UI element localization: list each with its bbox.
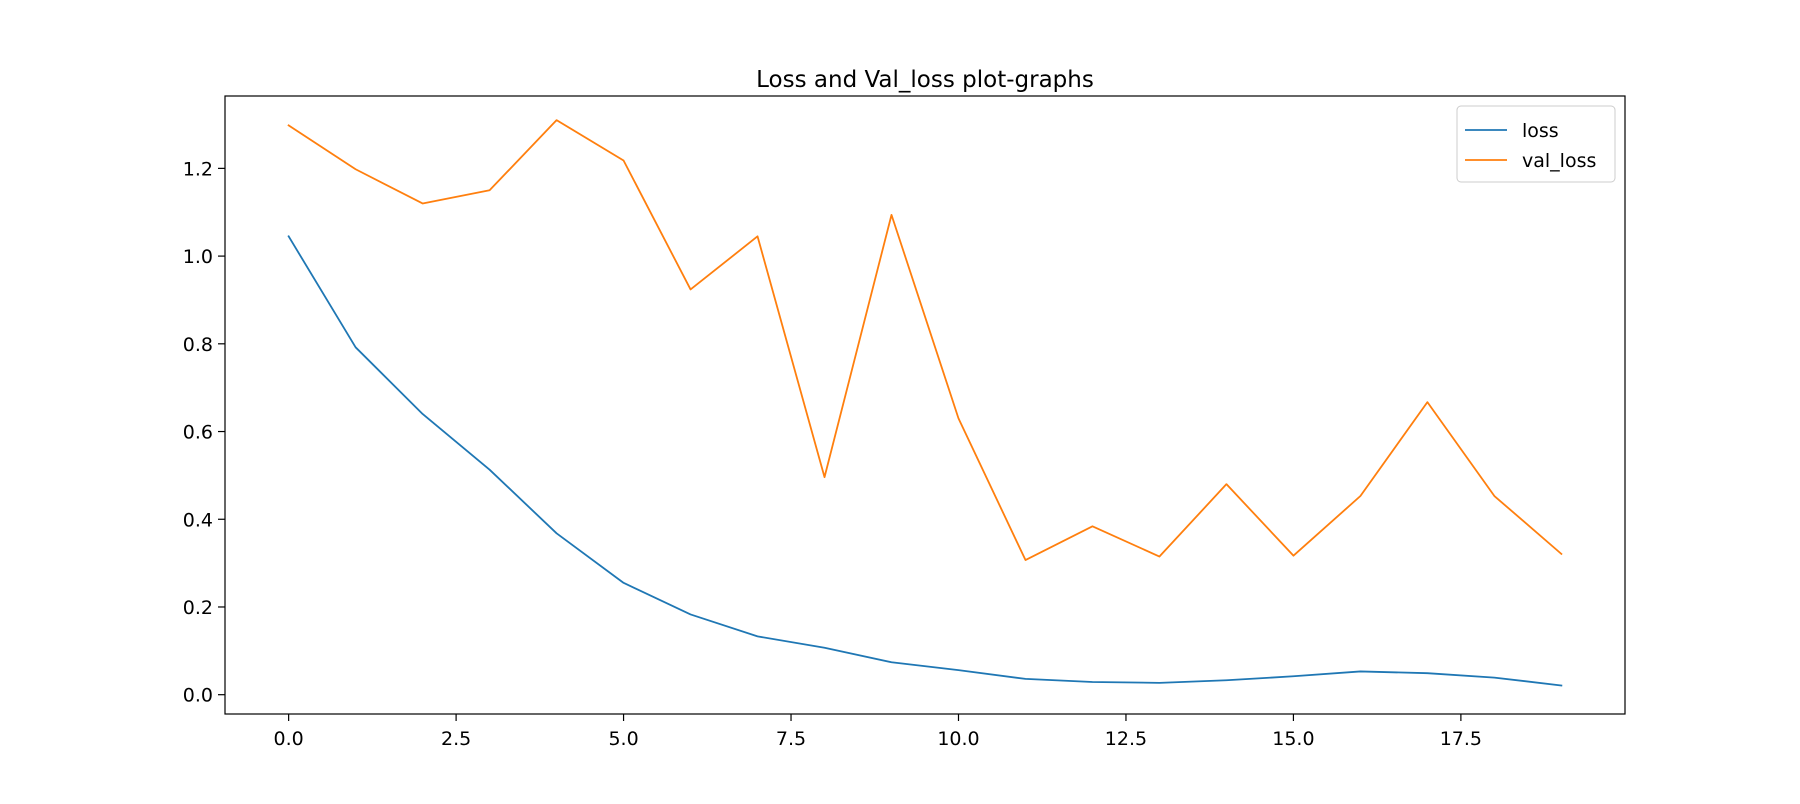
y-tick-label: 0.2: [183, 597, 213, 619]
x-tick-label: 2.5: [441, 728, 471, 750]
y-axis: 0.0 0.2 0.4 0.6 0.8 1.0 1.2: [183, 158, 225, 707]
x-axis: 0.0 2.5 5.0 7.5 10.0 12.5 15.0 17.5: [274, 714, 1482, 750]
y-tick-label: 0.8: [183, 334, 213, 356]
x-tick-label: 5.0: [608, 728, 638, 750]
series-line-val-loss: [287, 119, 1563, 561]
series-lines: [287, 119, 1563, 687]
legend: loss val_loss: [1456, 105, 1616, 183]
x-tick-label: 12.5: [1105, 728, 1147, 750]
y-tick-label: 1.2: [183, 158, 213, 180]
x-tick-label: 7.5: [776, 728, 806, 750]
legend-label: loss: [1522, 120, 1559, 142]
x-tick-label: 17.5: [1440, 728, 1482, 750]
series-line-loss: [287, 235, 1563, 687]
x-tick-label: 15.0: [1272, 728, 1314, 750]
chart-title: Loss and Val_loss plot-graphs: [756, 67, 1094, 93]
legend-box: [1456, 105, 1616, 183]
x-tick-label: 10.0: [937, 728, 979, 750]
x-tick-label: 0.0: [274, 728, 304, 750]
y-tick-label: 0.0: [183, 685, 213, 707]
y-tick-label: 0.6: [183, 422, 213, 444]
y-tick-label: 1.0: [183, 246, 213, 268]
y-tick-label: 0.4: [183, 509, 213, 531]
plot-area-frame: [224, 95, 1626, 715]
legend-label: val_loss: [1522, 150, 1596, 172]
